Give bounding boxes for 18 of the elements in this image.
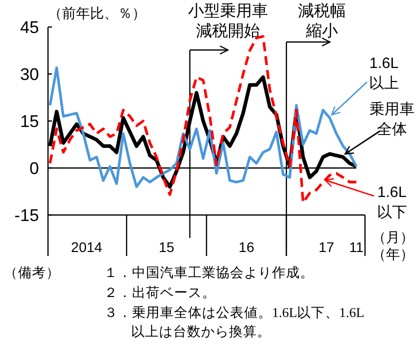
y-tick-label: -15 [14,206,39,225]
text: ２．出荷ベース。 [104,285,216,300]
x-tick-label: 16 [238,239,254,255]
y-tick-label: 45 [20,18,39,37]
ref-line-label: 小型乗用車減税開始 [188,2,268,40]
y-axis-title: （前年比、％） [48,5,146,21]
x-tick-label: 2014 [71,239,102,255]
x-tick-label: 11 [349,239,364,255]
text: （備考） [4,265,60,280]
x-axis-title: （月）（年） [372,231,414,263]
ref-line-label: 減税幅縮小 [298,2,346,40]
text: １．中国汽車工業協会より作成。 [104,265,314,280]
text: ３．乗用車全体は公表値。1.6L以下、1.6L以上は台数から換算。 [104,305,364,339]
x-tick-label: 15 [158,239,175,255]
x-tick-label: 17 [318,239,334,255]
y-tick-label: 0 [30,159,39,178]
y-tick-label: 15 [20,112,39,131]
y-tick-label: 30 [20,65,39,84]
